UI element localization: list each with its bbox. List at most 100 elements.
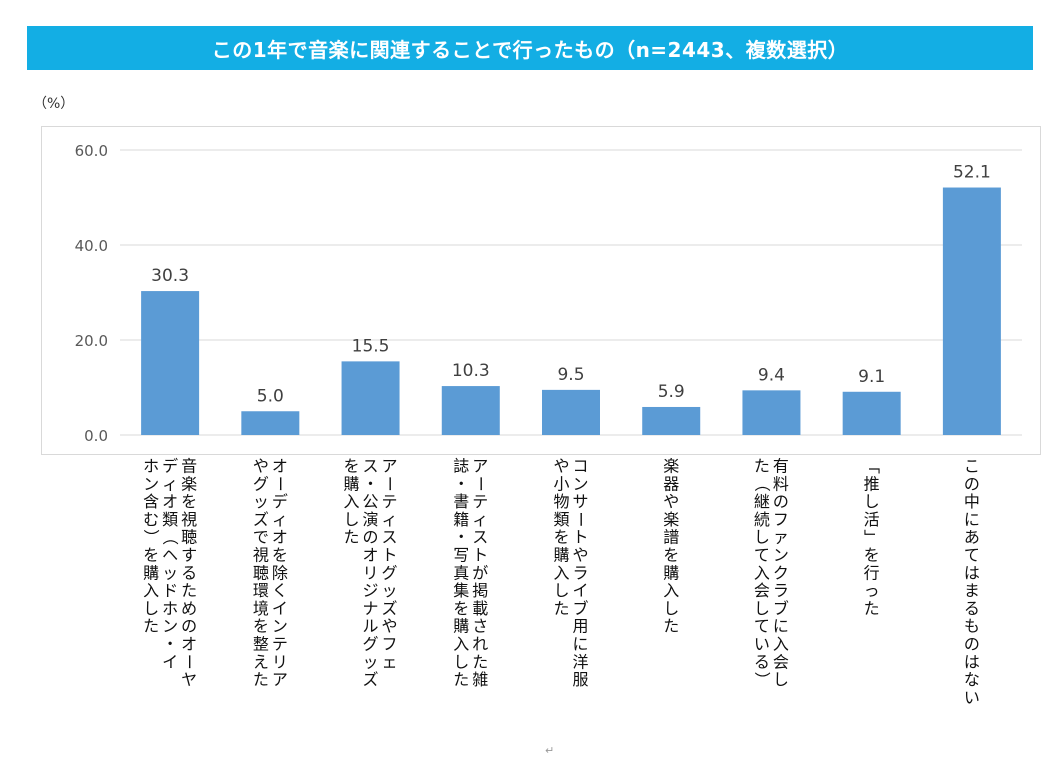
bar — [542, 389, 600, 435]
bar — [341, 361, 400, 435]
category-char: ） — [142, 529, 161, 545]
category-char: ズ — [253, 510, 269, 529]
category-char: ッ — [382, 581, 398, 600]
category-char: ブ — [773, 599, 789, 618]
category-char: る — [181, 563, 197, 582]
category-char: し — [344, 510, 360, 529]
category-char: グ — [253, 474, 269, 493]
category-char: を — [864, 546, 880, 565]
category-char: 「 — [862, 458, 881, 474]
category-char: し — [553, 581, 569, 600]
category-char: デ — [272, 492, 288, 511]
category-char: 服 — [572, 670, 588, 689]
y-axis-ticks: 0.0 20.0 40.0 60.0 — [75, 142, 108, 445]
category-char: を — [181, 492, 197, 511]
category-char: ス — [472, 528, 488, 547]
category-char: 会 — [773, 652, 789, 671]
category-char: あ — [964, 528, 980, 547]
category-char: 物 — [553, 492, 569, 511]
category-char: イ — [162, 652, 178, 671]
category-char: テ — [472, 492, 488, 511]
category-char: ー — [380, 476, 399, 492]
category-char: サ — [572, 492, 588, 511]
category-char: 含 — [143, 492, 159, 511]
data-label: 10.3 — [452, 361, 490, 381]
category-char: 真 — [453, 563, 469, 582]
category-char: や — [572, 546, 588, 565]
category-char: ス — [382, 528, 398, 547]
category-char: め — [181, 599, 197, 618]
category-char: （ — [161, 529, 180, 545]
category-char: 載 — [472, 599, 488, 618]
category-char: 境 — [253, 599, 269, 618]
category-char: ル — [363, 617, 379, 636]
category-char: た — [472, 652, 488, 671]
category-char: ズ — [382, 599, 398, 618]
category-char: ） — [752, 672, 771, 688]
category-char: ン — [143, 474, 159, 493]
category-char: に — [964, 510, 980, 529]
chart-title: この1年で音楽に関連することで行ったもの（n=2443、複数選択） — [211, 37, 849, 62]
category-labels: 音楽を視聴するためのオーヤディオ類（ヘッドホン・イホン含む）を購入したオーディオ… — [142, 457, 980, 707]
category-char: ン — [162, 617, 178, 636]
category-char: オ — [181, 635, 197, 654]
category-char: ヤ — [181, 670, 197, 689]
category-char: て — [754, 546, 770, 565]
category-char: 視 — [181, 510, 197, 529]
category-char: テ — [272, 635, 288, 654]
category-char: （ — [752, 476, 771, 492]
category-char: ィ — [272, 510, 288, 529]
bar — [141, 291, 200, 435]
category-char: 写 — [453, 546, 469, 565]
category-char: た — [143, 617, 159, 636]
category-char: さ — [472, 617, 488, 636]
category-char: 掲 — [472, 581, 488, 600]
category-char: の — [181, 617, 197, 636]
category-char: を — [344, 457, 360, 476]
bar — [642, 406, 701, 435]
category-char: デ — [162, 457, 178, 476]
category-char: っ — [864, 581, 880, 600]
category-char: て — [754, 617, 770, 636]
category-char: 楽 — [181, 474, 197, 493]
category-char: で — [253, 528, 269, 547]
category-char: ト — [572, 528, 588, 547]
category-char: や — [253, 457, 269, 476]
category-char: ま — [964, 581, 980, 600]
category-char: ナ — [363, 599, 379, 618]
data-labels: 30.3 5.0 15.5 10.3 9.5 5.9 9.4 9.1 52.1 — [151, 163, 991, 407]
category-char: て — [964, 546, 980, 565]
category-char: ク — [773, 563, 789, 582]
category-char: 小 — [553, 474, 569, 493]
category-char: 環 — [253, 581, 269, 600]
category-char: た — [663, 617, 679, 636]
category-char: 入 — [143, 581, 159, 600]
category-char: 購 — [344, 474, 360, 493]
category-char: も — [964, 617, 980, 636]
category-char: し — [754, 599, 770, 618]
category-char: 料 — [773, 474, 789, 493]
category-char: ア — [272, 670, 288, 689]
category-char: ド — [162, 581, 178, 600]
data-label: 15.5 — [352, 336, 390, 356]
data-label: 9.5 — [557, 365, 584, 385]
category-char: む — [143, 510, 159, 529]
category-char: 聴 — [181, 528, 197, 547]
category-char: ッ — [253, 492, 269, 511]
category-char: し — [453, 652, 469, 671]
category-char: オ — [272, 457, 288, 476]
category-char: た — [864, 599, 880, 618]
category-char: 入 — [663, 581, 679, 600]
